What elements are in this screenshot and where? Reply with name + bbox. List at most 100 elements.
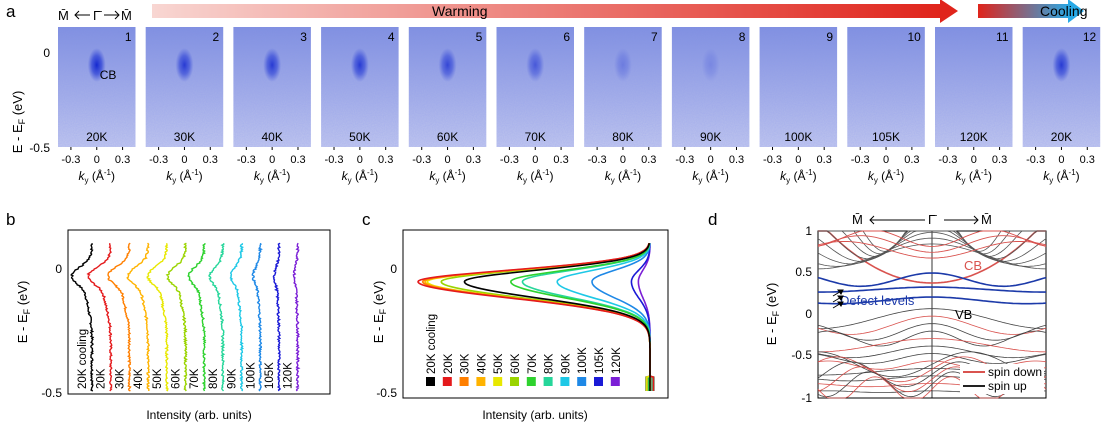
legend-swatch <box>510 377 519 386</box>
edc-label: 20K <box>96 368 108 389</box>
arpes-map-4: 4 50K -0.3 0 0.3ky (Å-1) <box>321 27 399 185</box>
arpes-map-11: 11 120K-0.3 0 0.3ky (Å-1) <box>935 27 1013 185</box>
map-index: 9 <box>826 30 833 44</box>
legend-label: 80K <box>544 353 556 374</box>
defect-level <box>817 296 1047 305</box>
arpes-map-noise <box>1022 27 1101 147</box>
arpes-map-noise <box>759 27 838 147</box>
map-index: 3 <box>300 30 307 44</box>
x-tick-label: 0 <box>444 154 450 166</box>
edc-curve <box>70 243 95 392</box>
arpes-map-noise <box>58 27 136 147</box>
panel-c-xlabel: Intensity (arb. units) <box>482 408 587 422</box>
panel-d-legend: spin down spin up <box>960 364 1044 394</box>
panel-d-ytick-minus-1: -1 <box>801 391 812 405</box>
map-index: 12 <box>1083 30 1097 44</box>
panel-b-frame <box>67 229 331 395</box>
x-tick-label: 0.3 <box>817 154 832 166</box>
valence-band <box>817 338 1047 353</box>
x-tick-label: 0.3 <box>290 154 305 166</box>
arpes-map-10: 10 105K-0.3 0 0.3ky (Å-1) <box>847 27 925 185</box>
edc-label: 80K <box>208 368 220 389</box>
cb-label: CB <box>100 68 117 82</box>
panel-d-title-gamma: Γ̄ <box>928 212 937 227</box>
edc-label: 60K <box>171 368 183 389</box>
map-index: 6 <box>563 30 570 44</box>
map-temperature: 20K <box>1051 130 1072 144</box>
x-tick-label: 0 <box>795 154 801 166</box>
edc-label: 120K <box>283 362 295 389</box>
map-temperature: 50K <box>349 130 370 144</box>
map-temperature: 60K <box>437 130 458 144</box>
panel-c-ylabel: E - EF (eV) <box>371 281 388 344</box>
edc-curve <box>208 242 226 392</box>
x-axis-label: ky (Å-1) <box>956 168 992 185</box>
x-axis-label: ky (Å-1) <box>79 168 115 185</box>
map-index: 5 <box>476 30 483 44</box>
panel-d-vb-label: VB <box>955 307 972 322</box>
x-tick-label: 0 <box>708 154 714 166</box>
k-path-m-left: M̄ <box>58 8 69 23</box>
x-tick-label: 0 <box>357 154 363 166</box>
map-index: 4 <box>388 30 395 44</box>
panel-d-ytick-05: 0.5 <box>795 265 812 279</box>
edc-curve <box>165 242 188 392</box>
panel-b-xlabel: Intensity (arb. units) <box>146 408 251 422</box>
x-tick-label: 0 <box>532 154 538 166</box>
map-temperature: 30K <box>174 130 195 144</box>
arpes-map-9: 9 100K-0.3 0 0.3ky (Å-1) <box>759 27 838 185</box>
x-axis-label: ky (Å-1) <box>868 168 904 185</box>
edc-label: 30K <box>114 368 126 389</box>
legend-swatch <box>476 377 486 386</box>
x-tick-label: 0.3 <box>553 154 568 166</box>
arpes-map-noise <box>233 27 311 147</box>
arpes-map-5: 5 60K -0.3 0 0.3ky (Å-1) <box>408 27 487 185</box>
x-tick-label: 0.3 <box>1080 154 1095 166</box>
panel-c-legend: 20K cooling 20K 30K 40K 50K 60K 70K 80K 90K 100K 1… <box>426 314 623 386</box>
cb-intensity <box>438 48 457 82</box>
edc-label: 40K <box>133 368 145 389</box>
x-tick-label: -0.3 <box>149 154 168 166</box>
map-temperature: 90K <box>700 130 721 144</box>
x-tick-label: -0.3 <box>412 154 431 166</box>
panel-d-cb-label: CB <box>964 258 982 273</box>
legend-swatch <box>442 377 452 386</box>
bulk-band-spin-down <box>817 235 1047 253</box>
x-tick-label: 0.3 <box>115 154 130 166</box>
panel-c-ytick-0: 0 <box>390 262 397 276</box>
x-axis-label: ky (Å-1) <box>166 168 202 185</box>
panel-a-ytick-minus-05: -0.5 <box>29 141 50 155</box>
valence-band <box>817 345 1047 359</box>
arpes-map-3: 3 40K -0.3 0 0.3ky (Å-1) <box>233 27 311 185</box>
legend-swatch <box>610 377 620 386</box>
x-tick-label: 0.3 <box>729 154 744 166</box>
edc-curve <box>107 242 132 392</box>
legend-label: 50K <box>493 353 505 374</box>
edc-curve <box>292 242 301 392</box>
map-index: 11 <box>996 30 1009 44</box>
bulk-band <box>817 231 1047 265</box>
edc-label: 105K <box>264 362 276 389</box>
cooling-arrow: Cooling <box>978 0 1087 23</box>
cb-intensity <box>701 48 720 82</box>
arpes-map-noise <box>584 27 662 147</box>
panel-d: M̄ Γ̄ M̄ E - EF (eV) 1 0.5 0 -0.5 -1 CB … <box>764 212 1047 405</box>
legend-swatch <box>426 377 435 386</box>
legend-swatch <box>526 377 536 386</box>
x-tick-label: -0.3 <box>237 154 256 166</box>
panel-b-ytick-minus-05: -0.5 <box>41 386 62 400</box>
edc-curve <box>251 242 263 392</box>
panel-label-b: b <box>6 210 15 229</box>
map-index: 7 <box>651 30 658 44</box>
x-axis-label: ky (Å-1) <box>517 168 553 185</box>
map-temperature: 80K <box>612 130 633 144</box>
legend-label: 70K <box>527 353 539 374</box>
panel-label-a: a <box>6 2 16 21</box>
arpes-map-noise <box>408 27 487 147</box>
bulk-band <box>817 243 1047 270</box>
arpes-map-7: 7 80K -0.3 0 0.3ky (Å-1) <box>584 27 662 185</box>
edc-label: 100K <box>245 362 257 389</box>
panel-d-title-m-left: M̄ <box>852 212 863 227</box>
